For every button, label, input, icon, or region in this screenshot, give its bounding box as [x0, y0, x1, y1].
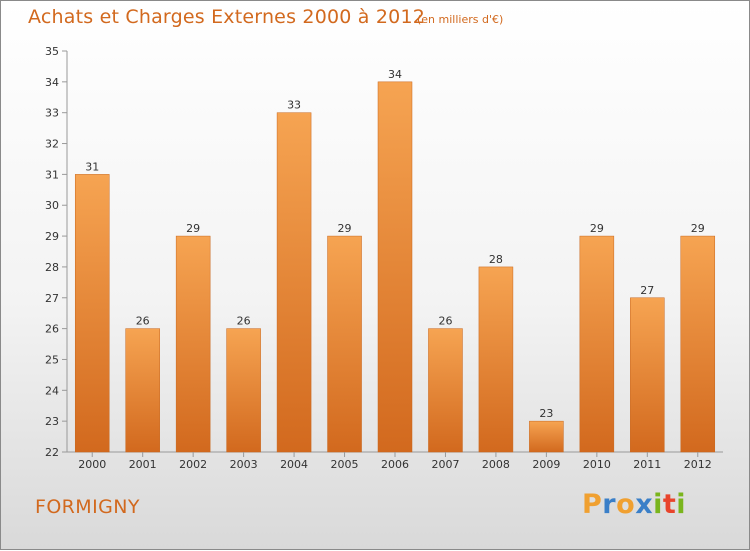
x-tick-label: 2002 [179, 458, 207, 471]
bar-2008 [478, 266, 514, 453]
data-label: 26 [136, 315, 150, 328]
data-label: 29 [338, 222, 352, 235]
x-tick-label: 2007 [431, 458, 459, 471]
chart-title: Achats et Charges Externes 2000 à 2012 [28, 6, 426, 28]
bar-2002 [175, 235, 211, 453]
bar-2012 [680, 235, 716, 453]
bar-2009 [529, 420, 564, 453]
data-label: 29 [691, 222, 705, 235]
y-tick-label: 27 [45, 292, 59, 305]
bar-2004 [276, 112, 312, 453]
x-tick-label: 2000 [78, 458, 106, 471]
y-tick-label: 30 [45, 199, 59, 212]
y-tick-label: 34 [45, 76, 59, 89]
x-tick-label: 2006 [381, 458, 409, 471]
x-tick-label: 2008 [482, 458, 510, 471]
data-label: 29 [590, 222, 604, 235]
data-label: 29 [186, 222, 200, 235]
data-label: 31 [85, 160, 99, 173]
y-tick-label: 28 [45, 261, 59, 274]
bar-2011 [630, 297, 665, 453]
x-tick-label: 2005 [331, 458, 359, 471]
data-label: 23 [539, 407, 553, 420]
y-tick-label: 35 [45, 45, 59, 58]
data-label: 27 [640, 284, 654, 297]
bar-2006 [377, 81, 413, 453]
y-tick-label: 26 [45, 323, 59, 336]
bar-2005 [327, 235, 362, 453]
data-label: 33 [287, 99, 301, 112]
bar-2000 [74, 174, 110, 453]
x-tick-label: 2009 [532, 458, 560, 471]
x-tick-label: 2011 [633, 458, 661, 471]
y-tick-label: 25 [45, 353, 59, 366]
x-tick-label: 2001 [129, 458, 157, 471]
y-tick-label: 29 [45, 230, 59, 243]
y-tick-label: 24 [45, 384, 59, 397]
data-label: 28 [489, 253, 503, 266]
proxiti-logo: Proxiti [582, 489, 687, 520]
x-tick-label: 2010 [583, 458, 611, 471]
x-tick-label: 2012 [684, 458, 712, 471]
chart-subtitle: (en milliers d'€) [417, 13, 504, 26]
data-label: 26 [438, 315, 452, 328]
bar-2001 [125, 328, 160, 453]
y-tick-label: 31 [45, 168, 59, 181]
y-tick-label: 22 [45, 446, 59, 459]
bar-2010 [579, 235, 615, 453]
bar-2003 [226, 328, 261, 453]
x-tick-label: 2003 [230, 458, 258, 471]
data-label: 26 [237, 315, 251, 328]
y-tick-label: 23 [45, 415, 59, 428]
x-tick-label: 2004 [280, 458, 308, 471]
town-name: FORMIGNY [35, 496, 140, 518]
y-tick-label: 32 [45, 138, 59, 151]
y-tick-label: 33 [45, 107, 59, 120]
data-label: 34 [388, 68, 402, 81]
bar-2007 [428, 328, 463, 453]
